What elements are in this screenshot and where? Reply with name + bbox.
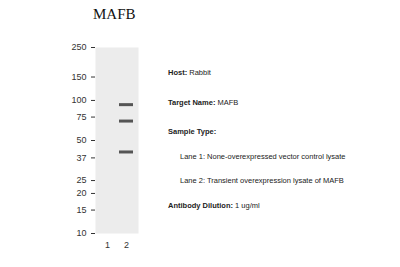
html-text:Lane 1: None-overexpressed vec: Lane 1: None-overexpressed vector contro… [180, 152, 346, 161]
svg-text:50: 50 [76, 135, 86, 145]
svg-text:100: 100 [71, 95, 86, 105]
svg-text:15: 15 [76, 205, 86, 215]
svg-text:10: 10 [76, 228, 86, 238]
svg-text:75: 75 [76, 112, 86, 122]
svg-text:250: 250 [71, 42, 86, 52]
html-text:Antibody Dilution: 1 ug/ml: Antibody Dilution: 1 ug/ml [168, 201, 260, 210]
html-text:Target Name: MAFB: Target Name: MAFB [168, 98, 239, 107]
html-text:MAFB: MAFB [93, 6, 136, 22]
svg-text:20: 20 [76, 188, 86, 198]
svg-text:2: 2 [124, 240, 129, 250]
html-text:Lane 2: Transient overexpressi: Lane 2: Transient overexpression lysate … [180, 176, 344, 185]
svg-text:37: 37 [76, 153, 86, 163]
svg-text:25: 25 [76, 175, 86, 185]
svg-text:150: 150 [71, 72, 86, 82]
html-text:Host: Rabbit: Host: Rabbit [168, 68, 211, 77]
svg-text:1: 1 [105, 240, 110, 250]
html-text:Sample Type:: Sample Type: [168, 127, 217, 136]
